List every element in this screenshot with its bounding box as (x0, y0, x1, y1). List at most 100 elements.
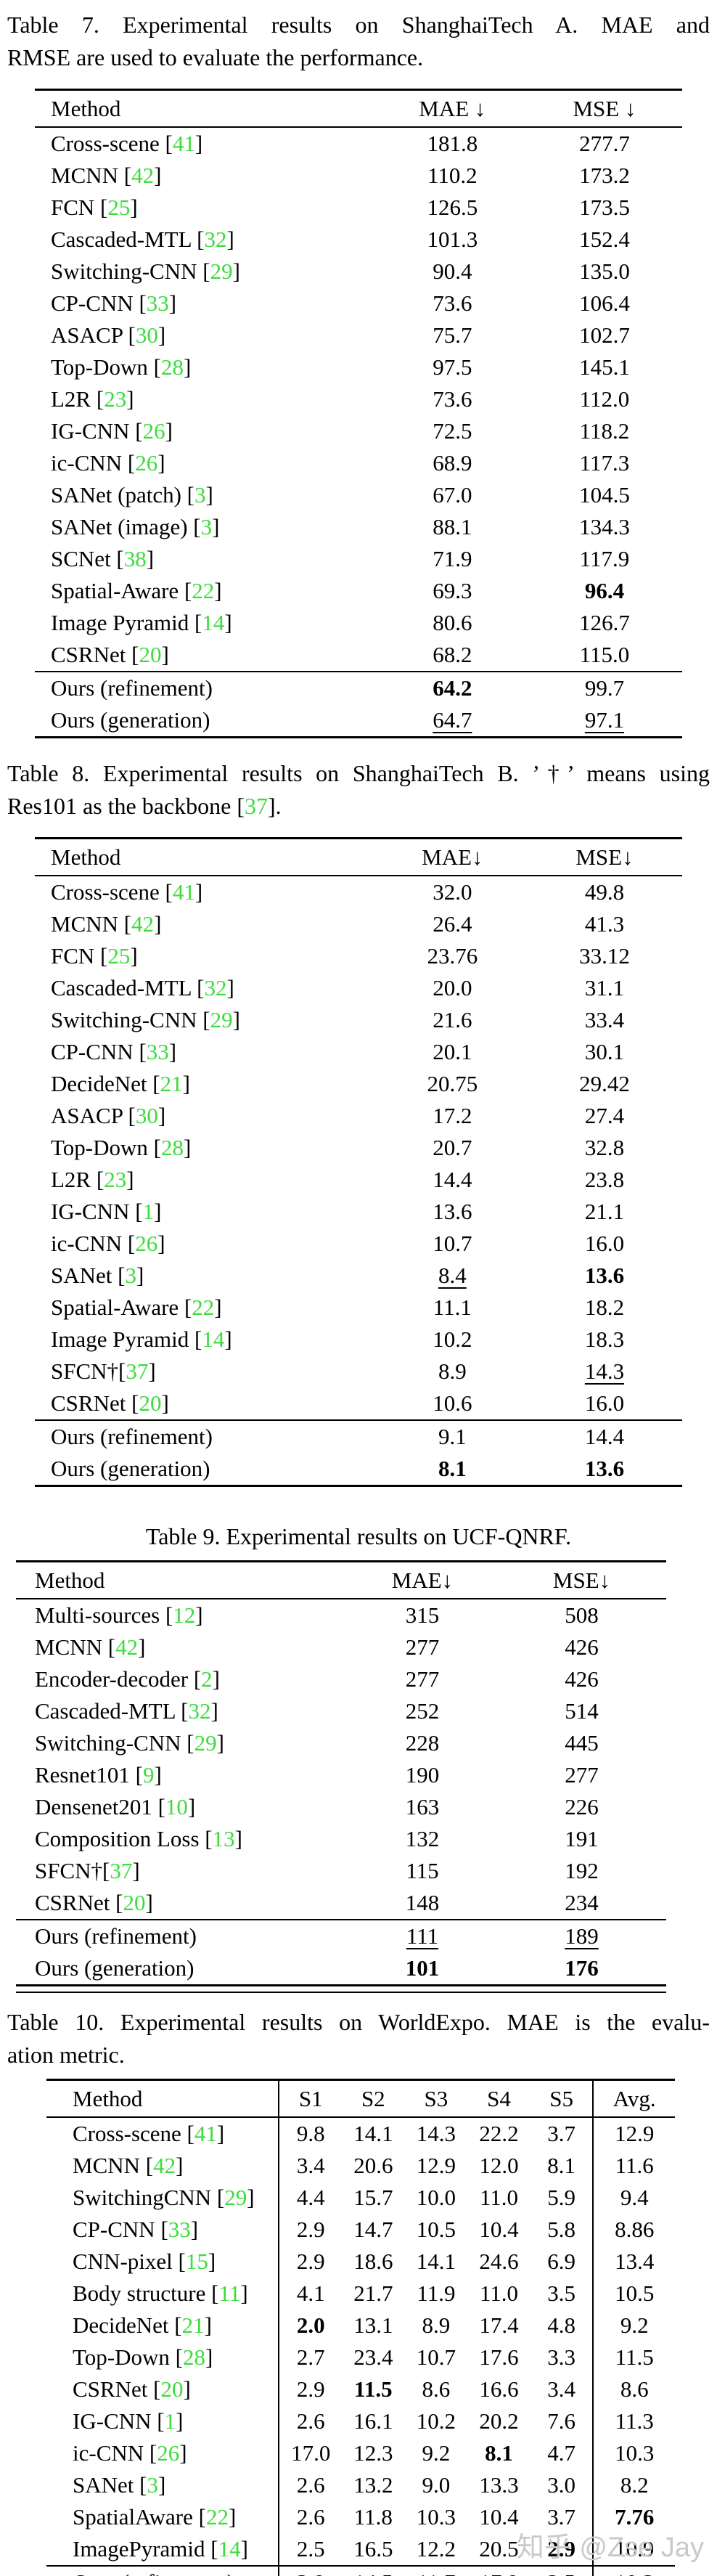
citation-ref: 3 (194, 482, 206, 508)
text-segment: CP-CNN [ (73, 2217, 168, 2242)
text-segment: ] (130, 195, 138, 220)
text-segment: Ours (refinement) (35, 1923, 197, 1949)
citation-ref: 1 (142, 1199, 155, 1224)
text-segment: 21.6 (433, 1007, 472, 1032)
value-cell: 13.1 (342, 2310, 405, 2341)
value-cell: 8.1 (530, 2150, 594, 2182)
text-segment: 17.0 (291, 2440, 331, 2466)
citation-ref: 11 (218, 2281, 241, 2306)
text-segment: ] (132, 1858, 140, 1883)
value-cell: 17.4 (467, 2310, 530, 2341)
value-cell: 277 (348, 1663, 497, 1695)
text-segment: 4.7 (547, 2440, 575, 2466)
citation-ref: 23 (104, 1167, 127, 1192)
value-cell: 252 (348, 1695, 497, 1727)
table-row: Cascaded-MTL [32] 20.0 31.1 (35, 972, 682, 1004)
value-cell: 2.9 (530, 2533, 594, 2566)
value-cell: 115 (348, 1855, 497, 1887)
citation-ref: 26 (135, 1231, 158, 1256)
header-row: Method MAE ↓ MSE ↓ (35, 89, 682, 128)
text-segment: CP-CNN [ (51, 290, 147, 316)
column-header: S4 (467, 2079, 530, 2118)
text-segment: 16.0 (584, 1390, 625, 1416)
value-cell: 30.1 (527, 1036, 682, 1068)
table-row: Ours (generation) 101 176 (16, 1952, 666, 1986)
text-segment: 3.8 (297, 2569, 325, 2576)
column-header: MAE↓ (377, 838, 527, 876)
table9: Method MAE↓ MSE↓ Multi-sources [12] 315 508 M… (16, 1560, 666, 1986)
table-row: Ours (refinement) 111 189 (16, 1919, 666, 1952)
method-cell: IG-CNN [26] (35, 415, 378, 447)
value-cell: 14.7 (342, 2214, 405, 2246)
text-segment: 11.0 (479, 2185, 519, 2210)
column-header: MSE↓ (497, 1561, 666, 1599)
text-segment: 21.1 (584, 1199, 625, 1224)
text-segment: 8.1 (547, 2153, 575, 2178)
value-cell: 17.2 (378, 1100, 527, 1132)
method-cell: Switching-CNN [29] (35, 1004, 378, 1036)
text-segment: 8.9 (438, 1358, 467, 1384)
text-segment: IG-CNN [ (51, 418, 143, 444)
method-cell: CP-CNN [33] (35, 1036, 378, 1068)
table9-caption: Table 9. Experimental results on UCF-QNR… (0, 1520, 717, 1553)
value-cell: 176 (497, 1952, 666, 1986)
text-segment: 2.5 (296, 2536, 325, 2561)
text-segment: IG-CNN [ (73, 2408, 165, 2434)
text-segment: RMSE are used to evaluate the performanc… (7, 44, 424, 70)
text-segment: 135.0 (579, 258, 630, 284)
text-segment: 10.4 (479, 2504, 519, 2530)
column-header: Method (46, 2079, 280, 2118)
text-segment: ASACP [ (51, 322, 136, 348)
text-segment: Switching-CNN [ (35, 1730, 194, 1756)
text-segment: 68.2 (433, 642, 472, 667)
value-cell: 23.8 (527, 1164, 682, 1196)
text-segment: Ours (generation) (51, 1456, 210, 1481)
text-segment: 10.3 (615, 2440, 655, 2466)
text-segment: 5.8 (547, 2217, 575, 2242)
citation-ref: 3 (147, 2472, 158, 2498)
table7-header: Method MAE ↓ MSE ↓ (35, 89, 682, 128)
text-segment: ] (214, 1295, 222, 1320)
table8-ours-rows: Ours (refinement) 9.1 14.4 Ours (generation… (35, 1419, 682, 1486)
value-cell: 24.6 (467, 2246, 530, 2278)
value-cell: 13.6 (527, 1260, 682, 1292)
table-row: CSRNet [20] 10.6 16.0 (35, 1387, 682, 1420)
text-segment: IG-CNN [ (51, 1199, 143, 1224)
text-segment: 11.8 (353, 2504, 393, 2530)
text-segment: 426 (565, 1666, 599, 1692)
citation-ref: 10 (165, 1794, 188, 1819)
text-segment: CP-CNN [ (51, 1039, 147, 1064)
citation-ref: 22 (192, 578, 215, 603)
value-cell: 3.3 (530, 2341, 594, 2373)
table9-ours-rows: Ours (refinement) 111 189 Ours (generation)… (16, 1919, 666, 1986)
text-segment: ] (194, 131, 203, 156)
value-cell: 9.2 (405, 2437, 468, 2469)
citation-ref: 20 (139, 1390, 162, 1416)
text-segment: 69.3 (433, 578, 472, 603)
text-segment: ] (183, 354, 192, 380)
text-segment: 13.4 (615, 2249, 655, 2274)
value-cell: 110.2 (378, 160, 527, 192)
citation-ref: 21 (160, 1071, 183, 1096)
text-segment: 277 (405, 1666, 440, 1692)
citation-ref: 25 (107, 943, 131, 969)
citation-ref: 29 (224, 2185, 247, 2210)
text-segment: 11.3 (615, 2408, 654, 2434)
table-row: CSRNet [20] 2.9 11.5 8.6 16.6 3.4 8.6 (46, 2373, 675, 2405)
text-segment: ] (232, 258, 240, 284)
method-cell: Composition Loss [13] (16, 1823, 348, 1855)
text-segment: 72.5 (433, 418, 472, 444)
value-cell: 101 (348, 1952, 497, 1986)
text-segment: 101 (405, 1955, 440, 1981)
text-segment: Body structure [ (73, 2281, 219, 2306)
value-cell: 27.4 (527, 1100, 682, 1132)
text-segment: 17.4 (479, 2312, 519, 2338)
value-cell: 13.4 (592, 2246, 675, 2278)
value-cell: 118.2 (527, 415, 682, 447)
value-cell: 2.6 (279, 2405, 342, 2437)
caption-line: Table 9. Experimental results on UCF-QNR… (7, 1520, 710, 1553)
value-cell: 3.5 (530, 2278, 594, 2310)
citation-ref: 20 (123, 1890, 146, 1915)
method-cell: Cross-scene [41] (35, 876, 378, 908)
table-row: SANet [3] 2.6 13.2 9.0 13.3 3.0 8.2 (46, 2469, 675, 2501)
